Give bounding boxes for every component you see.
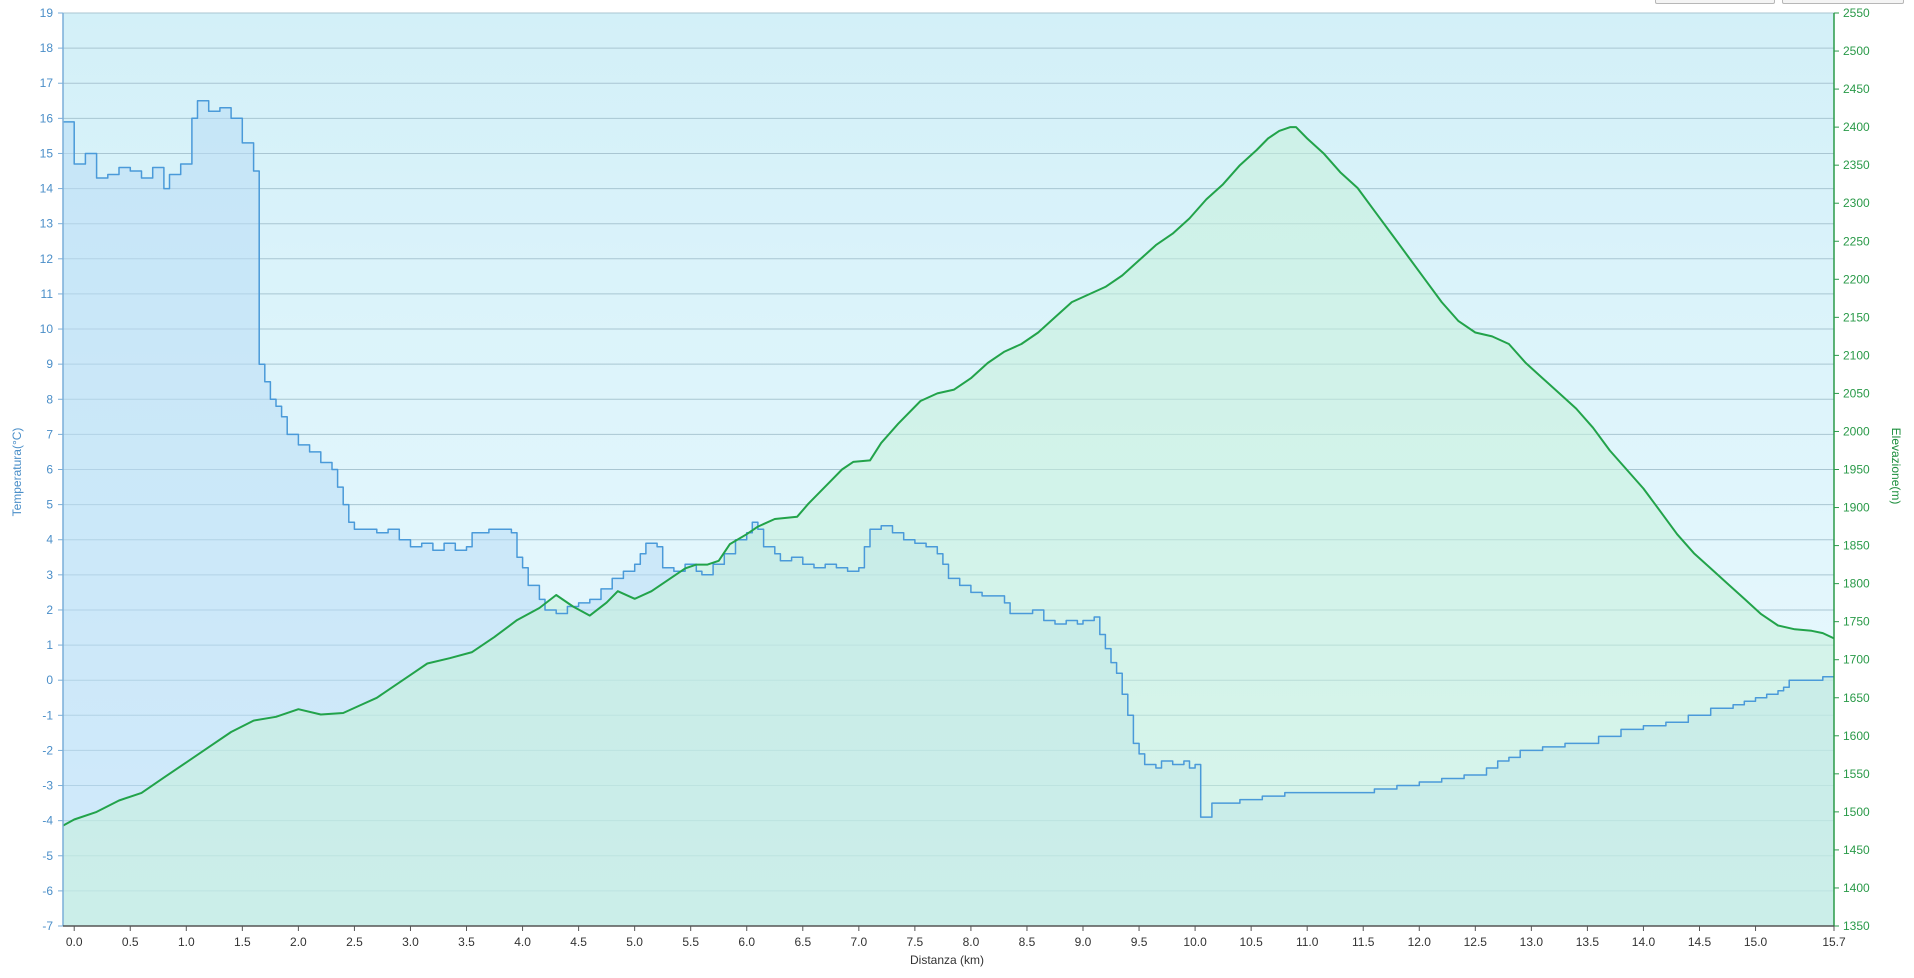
- left-tick-label-9: 2: [46, 603, 53, 617]
- left-tick-label-14: 7: [46, 427, 53, 441]
- left-tick-label-1: -6: [42, 884, 53, 898]
- x-tick-label-30: 15.0: [1744, 935, 1768, 949]
- right-tick-label-5: 1600: [1843, 729, 1870, 743]
- left-tick-label-12: 5: [46, 498, 53, 512]
- x-tick-label-16: 8.0: [963, 935, 980, 949]
- left-tick-label-25: 18: [40, 41, 54, 55]
- x-tick-label-17: 8.5: [1019, 935, 1036, 949]
- right-tick-label-1: 1400: [1843, 881, 1870, 895]
- right-tick-label-21: 2400: [1843, 120, 1870, 134]
- x-tick-label-14: 7.0: [850, 935, 867, 949]
- right-tick-label-6: 1650: [1843, 691, 1870, 705]
- right-tick-label-24: 2550: [1843, 6, 1870, 20]
- x-tick-label-27: 13.5: [1576, 935, 1600, 949]
- x-tick-label-19: 9.5: [1131, 935, 1148, 949]
- x-tick-label-25: 12.5: [1464, 935, 1488, 949]
- right-tick-label-16: 2150: [1843, 310, 1870, 324]
- x-tick-label-26: 13.0: [1520, 935, 1544, 949]
- right-tick-label-20: 2350: [1843, 158, 1870, 172]
- left-tick-label-13: 6: [46, 463, 53, 477]
- right-tick-label-14: 2050: [1843, 386, 1870, 400]
- right-tick-label-19: 2300: [1843, 196, 1870, 210]
- left-tick-label-7: 0: [46, 673, 53, 687]
- x-tick-label-29: 14.5: [1688, 935, 1712, 949]
- left-tick-label-5: -2: [42, 743, 53, 757]
- left-axis-title: Temperatura(°C): [10, 428, 24, 517]
- x-tick-label-20: 10.0: [1183, 935, 1207, 949]
- temperature-line: [63, 100, 1834, 818]
- series-lines: [62, 100, 1835, 827]
- right-tick-label-3: 1500: [1843, 805, 1870, 819]
- right-tick-label-9: 1800: [1843, 577, 1870, 591]
- left-tick-label-23: 16: [40, 111, 54, 125]
- right-tick-label-18: 2250: [1843, 234, 1870, 248]
- x-tick-label-10: 5.0: [626, 935, 643, 949]
- right-tick-label-0: 1350: [1843, 919, 1870, 933]
- left-tick-label-4: -3: [42, 779, 53, 793]
- axes: -7-6-5-4-3-2-101234567891011121314151617…: [40, 6, 1870, 949]
- x-tick-label-11: 5.5: [682, 935, 699, 949]
- x-tick-label-6: 3.0: [402, 935, 419, 949]
- right-tick-label-2: 1450: [1843, 843, 1870, 857]
- left-tick-label-11: 4: [46, 533, 53, 547]
- x-tick-label-2: 1.0: [178, 935, 195, 949]
- right-axis-title: Elevazione(m): [1889, 428, 1903, 505]
- right-tick-label-17: 2200: [1843, 272, 1870, 286]
- x-tick-label-7: 3.5: [458, 935, 475, 949]
- toolbar-button-2[interactable]: [1782, 0, 1904, 4]
- x-axis-title: Distanza (km): [910, 953, 984, 967]
- x-tick-label-5: 2.5: [346, 935, 363, 949]
- right-tick-label-22: 2450: [1843, 82, 1870, 96]
- toolbar-button-1[interactable]: [1655, 0, 1775, 4]
- left-tick-label-20: 13: [40, 217, 54, 231]
- x-tick-label-0: 0.0: [66, 935, 83, 949]
- left-tick-label-16: 9: [46, 357, 53, 371]
- left-tick-label-17: 10: [40, 322, 54, 336]
- elevation-area: [63, 127, 1834, 927]
- right-tick-label-4: 1550: [1843, 767, 1870, 781]
- right-tick-label-10: 1850: [1843, 539, 1870, 553]
- right-tick-label-15: 2100: [1843, 348, 1870, 362]
- x-tick-label-12: 6.0: [738, 935, 755, 949]
- x-tick-label-24: 12.0: [1408, 935, 1432, 949]
- x-tick-label-21: 10.5: [1239, 935, 1263, 949]
- left-tick-label-10: 3: [46, 568, 53, 582]
- x-tick-label-22: 11.0: [1296, 935, 1319, 949]
- x-tick-label-31: 15.7: [1822, 935, 1846, 949]
- left-tick-label-6: -1: [42, 708, 53, 722]
- right-tick-label-8: 1750: [1843, 615, 1870, 629]
- x-tick-label-9: 4.5: [570, 935, 587, 949]
- x-tick-label-15: 7.5: [907, 935, 924, 949]
- left-tick-label-3: -4: [42, 814, 53, 828]
- x-tick-label-1: 0.5: [122, 935, 139, 949]
- left-tick-label-26: 19: [40, 6, 54, 20]
- left-tick-label-8: 1: [46, 638, 53, 652]
- left-tick-label-18: 11: [41, 287, 54, 301]
- right-tick-label-11: 1900: [1843, 501, 1870, 515]
- left-tick-label-2: -5: [42, 849, 53, 863]
- elevation-line: [62, 126, 1835, 827]
- left-tick-label-19: 12: [40, 252, 54, 266]
- left-tick-label-0: -7: [42, 919, 53, 933]
- right-tick-label-13: 2000: [1843, 424, 1870, 438]
- right-tick-label-7: 1700: [1843, 653, 1870, 667]
- x-tick-label-4: 2.0: [290, 935, 307, 949]
- x-tick-label-3: 1.5: [234, 935, 251, 949]
- left-tick-label-22: 15: [40, 146, 54, 160]
- left-tick-label-21: 14: [40, 182, 54, 196]
- x-tick-label-8: 4.0: [514, 935, 531, 949]
- x-tick-label-23: 11.5: [1352, 935, 1375, 949]
- x-tick-label-28: 14.0: [1632, 935, 1656, 949]
- x-tick-label-18: 9.0: [1075, 935, 1092, 949]
- left-tick-label-15: 8: [46, 392, 53, 406]
- right-tick-label-23: 2500: [1843, 44, 1870, 58]
- right-tick-label-12: 1950: [1843, 463, 1870, 477]
- x-tick-label-13: 6.5: [794, 935, 811, 949]
- series-areas: [63, 100, 1834, 927]
- left-tick-label-24: 17: [40, 76, 54, 90]
